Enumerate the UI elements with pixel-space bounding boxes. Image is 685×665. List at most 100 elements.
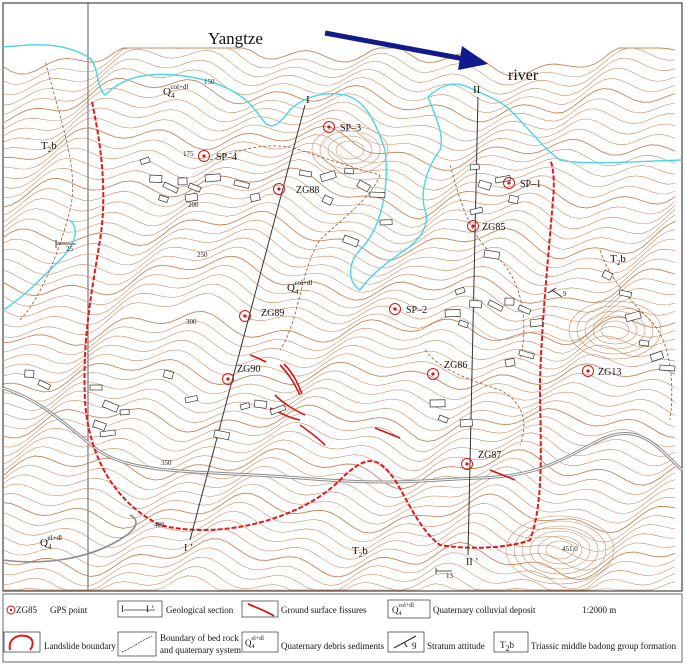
legend-item-fissure: Ground surface fissures <box>241 600 367 618</box>
building <box>139 156 151 166</box>
gps-label-sp4: SP–4 <box>216 152 237 163</box>
building <box>269 404 287 416</box>
elevation-175: 175 <box>183 150 194 158</box>
gps-point-zg87: ZG87 <box>461 450 501 470</box>
building <box>119 408 130 416</box>
building <box>508 194 520 205</box>
legend-triassic-symbol: T2b <box>500 640 515 653</box>
elevation-200: 200 <box>188 201 199 209</box>
gps-label-sp3: SP–3 <box>340 123 361 134</box>
gps-points: SP–3 SP–4 ZG88 SP–1 ZG85 SP–2 ZG89 ZG86 … <box>198 121 621 470</box>
elevation-250: 250 <box>197 251 208 259</box>
contour-ring <box>327 135 373 165</box>
building <box>213 429 231 441</box>
legend-debris-symbol: Q4el+dl <box>245 636 264 650</box>
gps-label-sp1: SP–1 <box>520 179 541 190</box>
contour-line <box>2 439 676 480</box>
section-I-bottom-label: I ’ <box>184 543 193 554</box>
building <box>379 219 393 226</box>
gps-label-zg13: ZG13 <box>598 367 621 378</box>
legend-item-boundary: Boundary of bed rock and quaternary syst… <box>117 631 241 657</box>
contour-line <box>2 538 676 581</box>
legend-item-attitude: 9 Stratum attitude <box>387 631 485 653</box>
building <box>469 299 483 309</box>
legend-item-colluvial: Q4col+dl Quaternary colluvial deposit <box>387 599 536 619</box>
contour-line <box>2 430 676 471</box>
contour-line <box>2 167 676 220</box>
gps-point-sp1: SP–1 <box>503 177 541 190</box>
map-frame <box>2 2 683 592</box>
contour-ring <box>537 535 583 565</box>
contour-line <box>2 210 676 261</box>
contour-ring <box>513 520 607 580</box>
legend-attitude-label: Stratum attitude <box>427 641 485 651</box>
contour-ring <box>529 530 591 570</box>
building <box>162 369 175 380</box>
gps-label-zg90: ZG90 <box>237 364 260 375</box>
gps-point-zg89: ZG89 <box>239 308 284 322</box>
flow-direction-arrow <box>324 30 488 70</box>
attitude-25: 25 <box>66 245 74 253</box>
contour-line <box>2 274 676 323</box>
building <box>319 170 337 183</box>
contour-line <box>2 547 676 590</box>
contour-line <box>2 519 676 561</box>
building <box>469 206 484 216</box>
building <box>504 297 515 306</box>
contour-line <box>2 87 676 132</box>
river-bank-line-left <box>2 219 76 311</box>
formation-label-triassic-left: T2b <box>41 140 57 154</box>
contour-line <box>2 310 676 346</box>
building <box>369 191 386 198</box>
elevation-150: 150 <box>204 78 215 86</box>
contour-line <box>2 68 676 116</box>
legend-fissure-label: Ground surface fissures <box>281 605 367 615</box>
contour-ring <box>545 540 575 560</box>
contour-line <box>2 349 676 384</box>
gps-label-zg89: ZG89 <box>261 308 284 319</box>
building <box>504 357 516 368</box>
contour-ring <box>505 515 615 585</box>
building <box>249 192 261 203</box>
contour-line <box>2 413 676 452</box>
contour-line <box>2 219 676 269</box>
building <box>89 384 103 391</box>
contour-line <box>2 176 676 228</box>
building <box>454 286 466 296</box>
river-label-river: river <box>508 67 539 84</box>
formation-label-debris-bottom: Q4el+dl <box>40 534 62 551</box>
contour-line <box>2 483 676 525</box>
legend-frame <box>2 593 683 663</box>
building <box>101 399 120 413</box>
river-label-yangtze: Yangtze <box>208 29 263 48</box>
legend-section-symbol-a: I <box>121 604 124 614</box>
building <box>37 379 52 391</box>
contour-line <box>2 283 676 332</box>
building <box>158 194 170 203</box>
contour-line <box>2 193 676 245</box>
gps-point-sp3: SP–3 <box>323 121 361 134</box>
building <box>184 192 199 203</box>
building <box>253 399 268 409</box>
contour-line <box>2 228 675 278</box>
contour-line <box>2 237 676 286</box>
legend-boundary-label-2: and quaternary system <box>160 645 241 655</box>
contour-line <box>2 330 676 365</box>
contour-line <box>2 474 676 516</box>
building <box>177 177 188 186</box>
gps-point-zg85: ZG85 <box>467 220 505 233</box>
building <box>356 179 371 193</box>
legend: ZG85 GPS point I I ’ Geological section … <box>2 593 683 663</box>
contour-line <box>2 457 676 499</box>
elevation-labels: 150 175 200 250 300 350 400 451.0 <box>154 78 578 553</box>
contour-line <box>2 265 676 313</box>
contour-line <box>2 159 676 210</box>
building <box>477 179 492 191</box>
contour-line <box>2 529 676 571</box>
gps-point-sp4: SP–4 <box>198 150 237 163</box>
legend-item-gps: ZG85 GPS point <box>6 605 88 615</box>
contour-line <box>2 78 676 124</box>
gps-point-zg13: ZG13 <box>582 365 621 378</box>
buildings <box>24 156 676 441</box>
building <box>624 310 642 323</box>
